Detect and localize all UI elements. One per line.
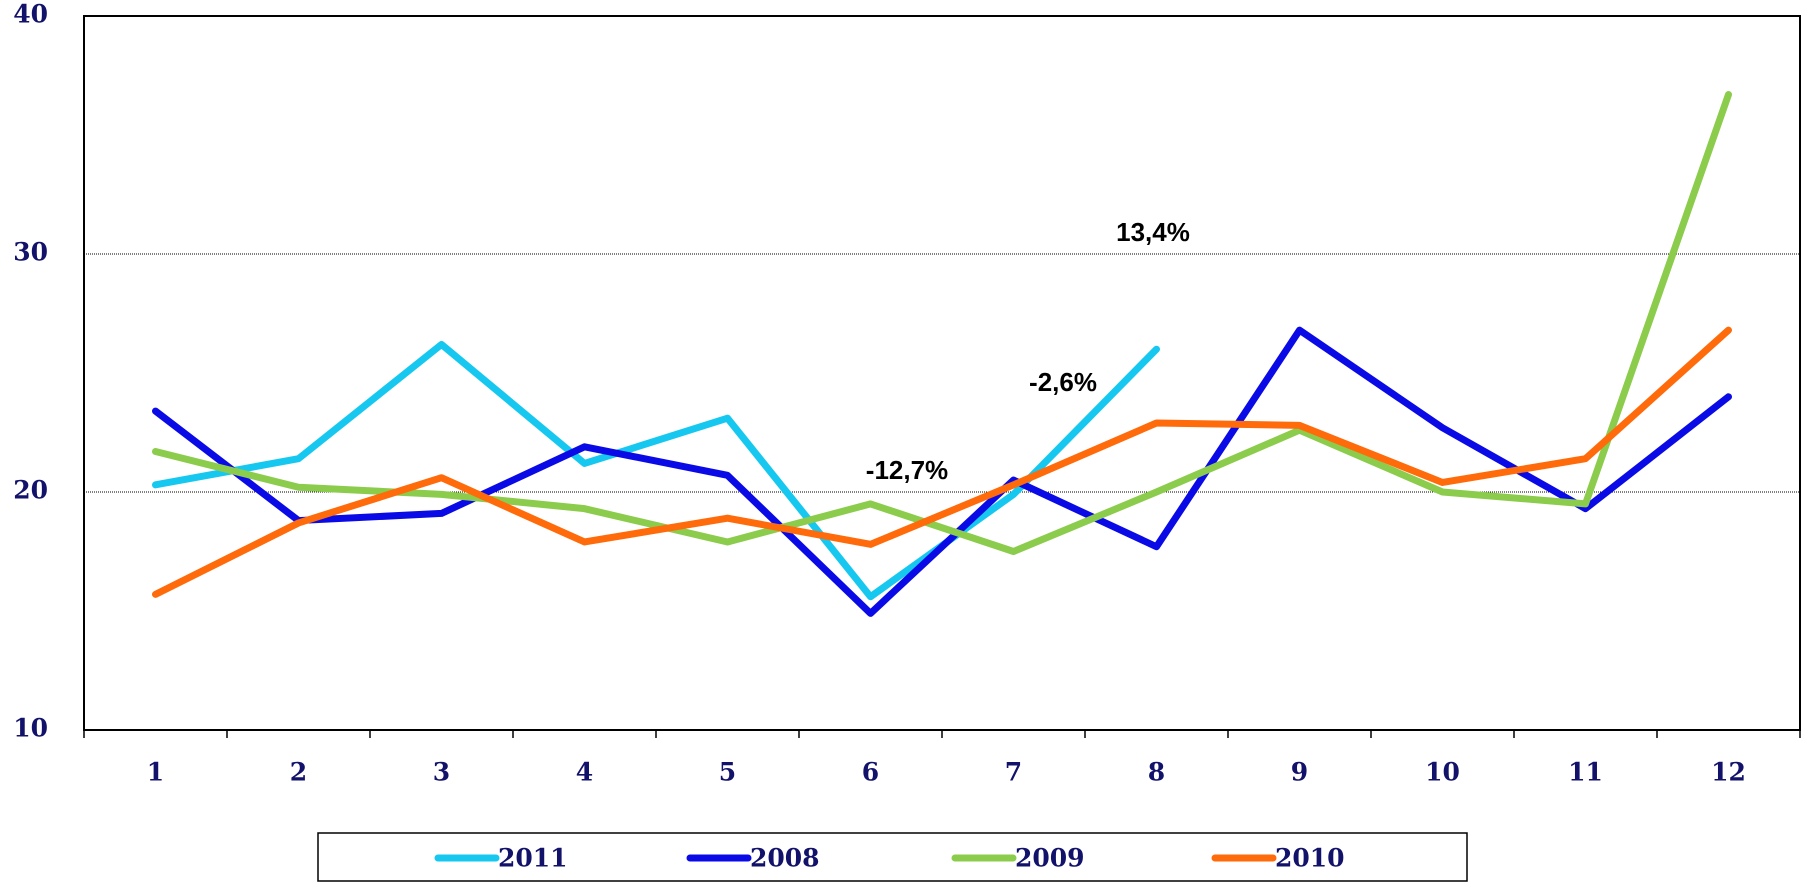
y-tick-label: 40 (13, 0, 48, 29)
series-line (152, 91, 1732, 555)
legend-label: 2009 (1015, 844, 1085, 873)
x-tick-label: 9 (1291, 758, 1308, 787)
annotation: -2,6% (1029, 367, 1097, 397)
x-tick-label: 12 (1711, 758, 1746, 787)
x-tick-label: 7 (1005, 758, 1022, 787)
legend-label: 2011 (498, 844, 568, 873)
x-tick-label: 11 (1568, 758, 1603, 787)
legend-label: 2010 (1275, 844, 1345, 873)
x-tick-label: 10 (1425, 758, 1460, 787)
x-tick-label: 5 (719, 758, 736, 787)
annotation: -12,7% (866, 455, 948, 485)
x-tick-label: 6 (862, 758, 879, 787)
y-tick-label: 20 (13, 476, 48, 505)
series-line (152, 326, 1732, 598)
x-tick-label: 4 (576, 758, 593, 787)
x-tick-label: 1 (147, 758, 164, 787)
x-tick-label: 3 (433, 758, 450, 787)
legend-label: 2008 (750, 844, 820, 873)
y-tick-label: 10 (13, 714, 48, 743)
annotation: 13,4% (1116, 217, 1190, 247)
y-tick-label: 30 (13, 238, 48, 267)
series-line (152, 340, 1160, 601)
x-tick-label: 8 (1148, 758, 1165, 787)
series-line (152, 326, 1732, 617)
plot-frame (83, 15, 1801, 731)
x-tick-label: 2 (290, 758, 307, 787)
